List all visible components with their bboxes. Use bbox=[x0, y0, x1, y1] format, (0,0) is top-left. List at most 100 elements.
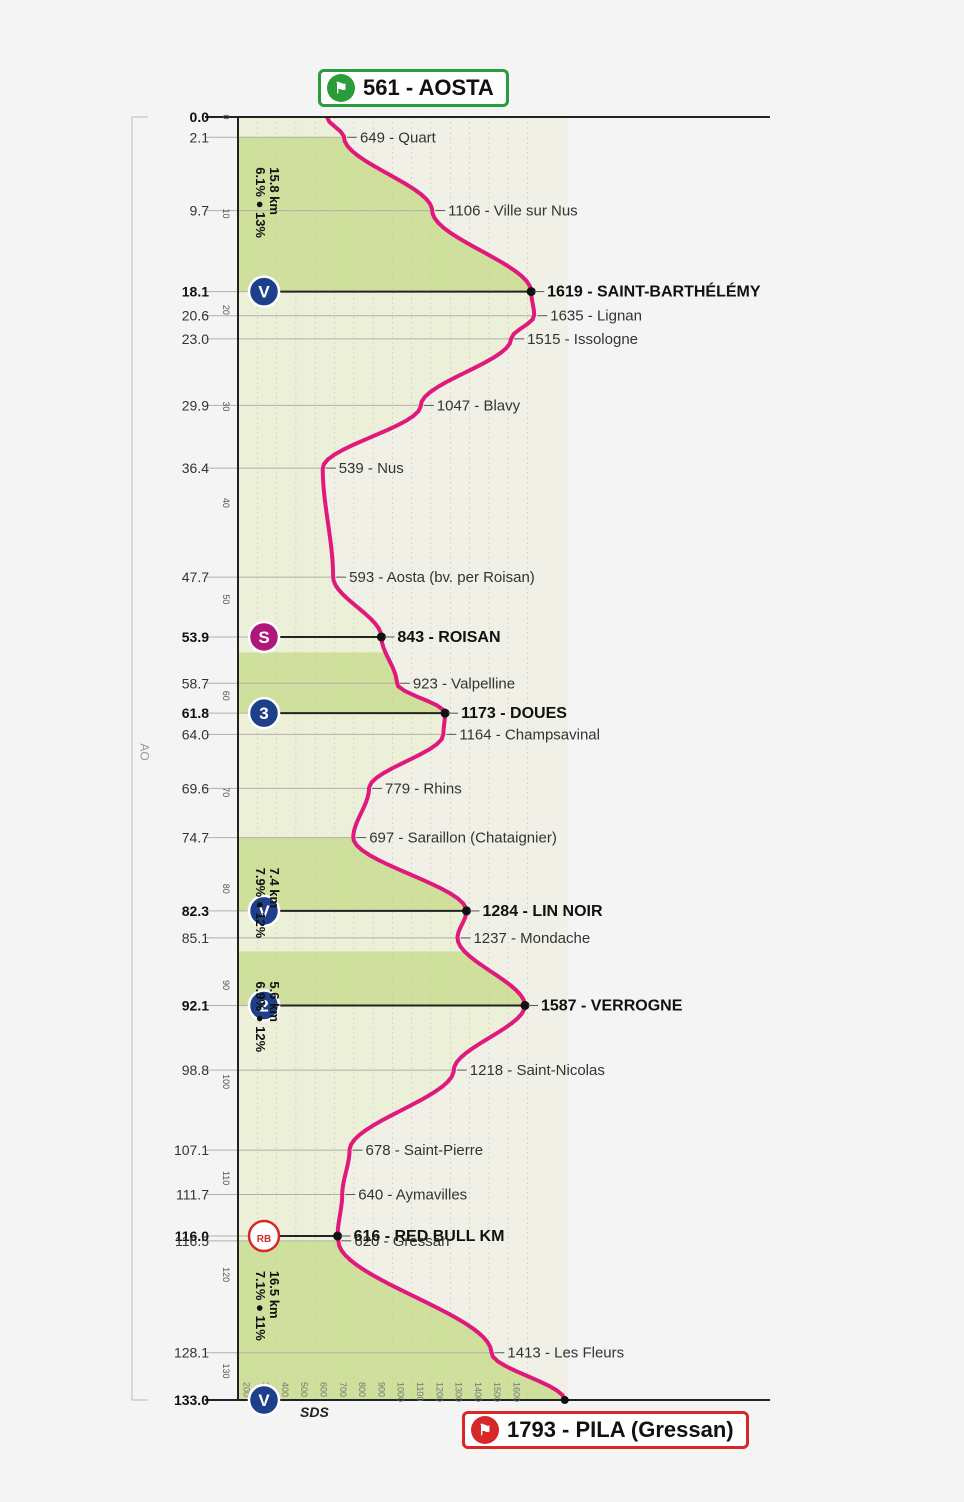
climb-label-2: 5.6 km6.9% ● 12% bbox=[253, 981, 282, 1052]
waypoint-dot bbox=[376, 632, 386, 642]
climb-area-3 bbox=[238, 1240, 565, 1400]
waypoint-2: 9.7 1106 - Ville sur Nus bbox=[190, 203, 578, 220]
finish-badge: ⚑ 1793 - PILA (Gressan) bbox=[462, 1411, 749, 1449]
waypoint-km: 0.0 bbox=[190, 109, 210, 125]
waypoint-19: 107.1 678 - Saint-Pierre bbox=[174, 1142, 483, 1159]
waypoint-km: 85.1 bbox=[182, 930, 209, 946]
km-tick-label: 50 bbox=[221, 594, 231, 604]
altitude-tick-label: 800 bbox=[357, 1382, 367, 1397]
side-bracket bbox=[131, 116, 148, 1401]
climb-label-0: 15.8 km6.1% ● 13% bbox=[253, 167, 282, 238]
classification-marker-icon bbox=[247, 275, 281, 308]
altitude-tick-label: 1600 bbox=[512, 1382, 522, 1402]
climb-grade: 6.1% ● 13% bbox=[253, 167, 268, 238]
waypoint-15: 82.3 1284 - LIN NOIR V bbox=[182, 894, 603, 928]
marker-symbol: 2 bbox=[259, 996, 268, 1015]
waypoint-km: 53.9 bbox=[182, 629, 209, 645]
finish-label: 1793 - PILA (Gressan) bbox=[507, 1417, 734, 1442]
waypoint-km: 69.6 bbox=[182, 780, 209, 796]
waypoint-label: 1284 - LIN NOIR bbox=[483, 903, 603, 920]
waypoint-label: 1413 - Les Fleurs bbox=[507, 1345, 624, 1362]
classification-marker-icon bbox=[247, 620, 281, 654]
waypoint-label: 1047 - Blavy bbox=[437, 397, 521, 414]
waypoint-0: 0.0 bbox=[190, 109, 210, 125]
waypoint-label: 539 - Nus bbox=[339, 460, 404, 477]
altitude-tick-label: 900 bbox=[376, 1382, 386, 1397]
waypoint-dot bbox=[440, 708, 450, 718]
start-badge: ⚑ 561 - AOSTA bbox=[318, 69, 509, 107]
marker-symbol: RB bbox=[257, 1234, 271, 1245]
waypoint-label: 678 - Saint-Pierre bbox=[366, 1142, 484, 1159]
start-flag-icon: ⚑ bbox=[327, 74, 355, 102]
altitude-tick-label: 1300 bbox=[454, 1382, 464, 1402]
waypoint-km: 116.5 bbox=[175, 1233, 209, 1249]
waypoint-label: 1106 - Ville sur Nus bbox=[448, 203, 578, 220]
marker-symbol: V bbox=[258, 1391, 270, 1410]
altitude-tick-label: 500 bbox=[299, 1382, 309, 1397]
km-tick-label: 110 bbox=[221, 1171, 231, 1185]
waypoint-label: 640 - Aymavilles bbox=[358, 1187, 467, 1204]
altitude-tick-label: 1000 bbox=[396, 1382, 406, 1402]
waypoint-km: 92.1 bbox=[182, 997, 209, 1013]
waypoint-17: 92.1 1587 - VERROGNE 2 bbox=[182, 989, 683, 1022]
waypoint-km: 133.0 bbox=[174, 1392, 209, 1408]
km-tick-label: 120 bbox=[221, 1267, 231, 1282]
waypoint-km: 36.4 bbox=[182, 460, 209, 476]
marker-symbol: S bbox=[258, 628, 269, 647]
waypoint-km: 64.0 bbox=[182, 726, 209, 742]
climb-grade: 7.1% ● 11% bbox=[253, 1271, 268, 1341]
waypoint-label: 1587 - VERROGNE bbox=[541, 997, 683, 1014]
km-tick-label: 100 bbox=[221, 1074, 231, 1089]
background-layer bbox=[238, 117, 568, 1400]
waypoint-label: 779 - Rhins bbox=[385, 780, 462, 797]
waypoint-label: 616 - RED BULL KM bbox=[354, 1228, 505, 1245]
classification-marker-icon bbox=[247, 894, 281, 928]
waypoint-km: 111.7 bbox=[176, 1187, 209, 1203]
km-tick-label: 90 bbox=[221, 980, 231, 990]
axis-layer: 0102030405060708090100110120130200300400… bbox=[131, 114, 770, 1402]
waypoint-km: 98.8 bbox=[182, 1062, 209, 1078]
altitude-tick-label: 400 bbox=[280, 1382, 290, 1397]
marker-symbol: V bbox=[258, 902, 270, 921]
km-tick-label: 20 bbox=[221, 305, 231, 315]
waypoint-23: 128.1 1413 - Les Fleurs bbox=[174, 1345, 624, 1362]
altitude-tick-label: 1400 bbox=[473, 1382, 483, 1402]
km-tick-label: 60 bbox=[221, 691, 231, 701]
elevation-profile-line bbox=[320, 116, 567, 1401]
waypoints-layer: 0.0 2.1 649 - Quart 9.7 1106 - Ville sur Nus… bbox=[174, 109, 761, 1417]
climb-label-1: 7.4 km7.9% ● 12% bbox=[253, 868, 282, 939]
waypoint-km: 116.0 bbox=[175, 1228, 209, 1244]
waypoint-dot bbox=[520, 1000, 530, 1010]
waypoint-km: 9.7 bbox=[190, 203, 210, 219]
side-label: AO bbox=[137, 743, 152, 761]
waypoint-22: 116.5 620 - Gressan bbox=[175, 1233, 449, 1250]
waypoint-dot bbox=[462, 906, 472, 916]
waypoint-label: 1218 - Saint-Nicolas bbox=[470, 1062, 605, 1079]
waypoint-label: 1619 - SAINT-BARTHÉLÉMY bbox=[547, 282, 761, 301]
waypoint-label: 923 - Valpelline bbox=[413, 675, 515, 692]
waypoint-label: 843 - ROISAN bbox=[397, 629, 500, 646]
waypoint-km: 2.1 bbox=[190, 129, 210, 145]
marker-symbol: V bbox=[258, 283, 270, 302]
km-tick-label: 40 bbox=[221, 498, 231, 508]
waypoint-24: 133.0 bbox=[174, 1392, 569, 1408]
waypoint-km: 23.0 bbox=[182, 331, 209, 347]
altitude-tick-label: 200 bbox=[241, 1382, 251, 1397]
waypoint-km: 18.1 bbox=[182, 284, 209, 300]
waypoint-label: 697 - Saraillon (Chataignier) bbox=[369, 830, 557, 847]
km-tick-label: 80 bbox=[221, 884, 231, 894]
waypoint-km: 47.7 bbox=[182, 569, 209, 585]
climb-area-0 bbox=[238, 137, 532, 292]
waypoint-km: 82.3 bbox=[182, 903, 209, 919]
climb-length: 7.4 km bbox=[267, 868, 282, 908]
altitude-tick-label: 1500 bbox=[492, 1382, 502, 1402]
altitude-tick-label: 1200 bbox=[434, 1382, 444, 1402]
waypoint-km: 107.1 bbox=[174, 1142, 209, 1158]
classification-marker-icon bbox=[247, 1219, 281, 1253]
km-tick-label: 10 bbox=[221, 208, 231, 218]
waypoint-1: 2.1 649 - Quart bbox=[190, 129, 437, 146]
waypoint-dot bbox=[333, 1231, 343, 1241]
waypoint-18: 98.8 1218 - Saint-Nicolas bbox=[182, 1062, 605, 1079]
km-tick-label: 70 bbox=[221, 787, 231, 797]
